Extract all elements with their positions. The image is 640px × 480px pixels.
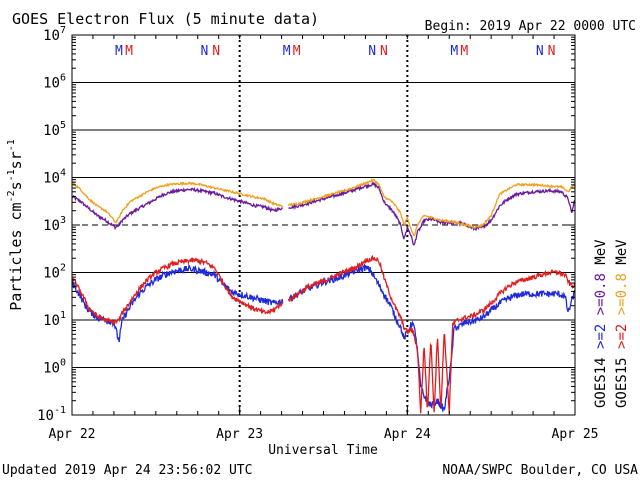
y-tick-label: 100 [43,358,66,377]
y-tick-label: 10-1 [37,405,66,424]
event-marker: M [283,44,291,59]
y-tick-label: 102 [43,263,66,282]
event-marker: N [380,44,388,59]
chart-title: GOES Electron Flux (5 minute data) [12,10,319,28]
series-line [71,254,576,414]
event-marker: M [125,44,133,59]
y-tick-label: 101 [43,310,66,329]
y-tick-label: 104 [43,168,66,187]
y-tick-label: 106 [43,73,66,92]
x-tick-label: Apr 24 [384,427,431,442]
event-marker: N [548,44,556,59]
event-marker: M [115,44,123,59]
y-tick-label: 105 [43,120,66,139]
x-tick-label: Apr 25 [552,427,599,442]
y-axis-label: Particles cm-2s-1sr-1 [6,139,25,311]
y-axis-ticks: 10-1 100 101 102 103 104 105 106 107 [37,25,575,424]
x-axis-ticks: Apr 22 Apr 23 Apr 24 Apr 25 [49,35,599,442]
begin-label: Begin: 2019 Apr 22 0000 UTC [425,19,636,34]
x-axis-label: Universal Time [268,443,378,458]
series-line [71,177,576,237]
y-tick-label: 107 [43,25,66,44]
x-tick-label: Apr 22 [49,427,96,442]
updated-timestamp: Updated 2019 Apr 24 23:56:02 UTC [2,463,252,478]
event-marker: N [536,44,544,59]
legend: GOES14 >=2 >=0.8 MeV GOES15 >=2 >=0.8 MeV [593,239,630,408]
event-marker: M [450,44,458,59]
legend-entry: GOES15 >=2 >=0.8 MeV [614,239,630,408]
credit-label: NOAA/SWPC Boulder, CO USA [442,463,638,478]
event-marker: M [460,44,468,59]
day-dividers [238,35,409,415]
event-marker: N [368,44,376,59]
threshold-lines [72,224,575,273]
event-marker: M [293,44,301,59]
legend-entry: GOES14 >=2 >=0.8 MeV [593,239,609,408]
event-marker: N [201,44,209,59]
series-line [71,262,576,412]
series-layer [71,177,576,414]
series-line [71,181,576,246]
x-tick-label: Apr 23 [216,427,263,442]
y-tick-label: 103 [43,215,66,234]
event-marker: N [212,44,220,59]
